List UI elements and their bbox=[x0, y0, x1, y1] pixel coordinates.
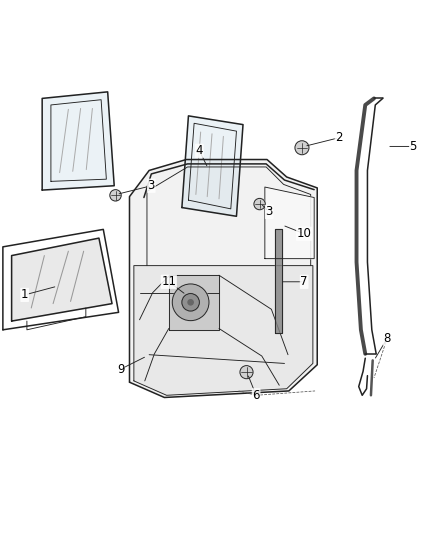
Text: 4: 4 bbox=[196, 144, 203, 157]
Polygon shape bbox=[12, 238, 112, 321]
Text: 6: 6 bbox=[252, 389, 260, 402]
Text: 1: 1 bbox=[21, 288, 28, 301]
Circle shape bbox=[172, 284, 209, 321]
Polygon shape bbox=[182, 116, 243, 216]
Text: 9: 9 bbox=[117, 362, 124, 376]
Text: 8: 8 bbox=[383, 332, 391, 345]
Polygon shape bbox=[265, 187, 314, 259]
Text: 3: 3 bbox=[265, 205, 273, 219]
Polygon shape bbox=[169, 275, 219, 330]
Circle shape bbox=[182, 294, 199, 311]
Polygon shape bbox=[130, 159, 317, 398]
Text: 3: 3 bbox=[148, 179, 155, 192]
Circle shape bbox=[295, 141, 309, 155]
Circle shape bbox=[110, 190, 121, 201]
Text: 7: 7 bbox=[300, 275, 308, 288]
Text: 11: 11 bbox=[161, 275, 176, 288]
Circle shape bbox=[188, 300, 193, 305]
Polygon shape bbox=[275, 229, 283, 333]
Circle shape bbox=[240, 366, 253, 379]
Text: 5: 5 bbox=[410, 140, 417, 153]
Text: 10: 10 bbox=[297, 227, 311, 240]
Polygon shape bbox=[42, 92, 114, 190]
Polygon shape bbox=[134, 265, 313, 395]
Circle shape bbox=[254, 198, 265, 210]
Text: 2: 2 bbox=[336, 131, 343, 144]
